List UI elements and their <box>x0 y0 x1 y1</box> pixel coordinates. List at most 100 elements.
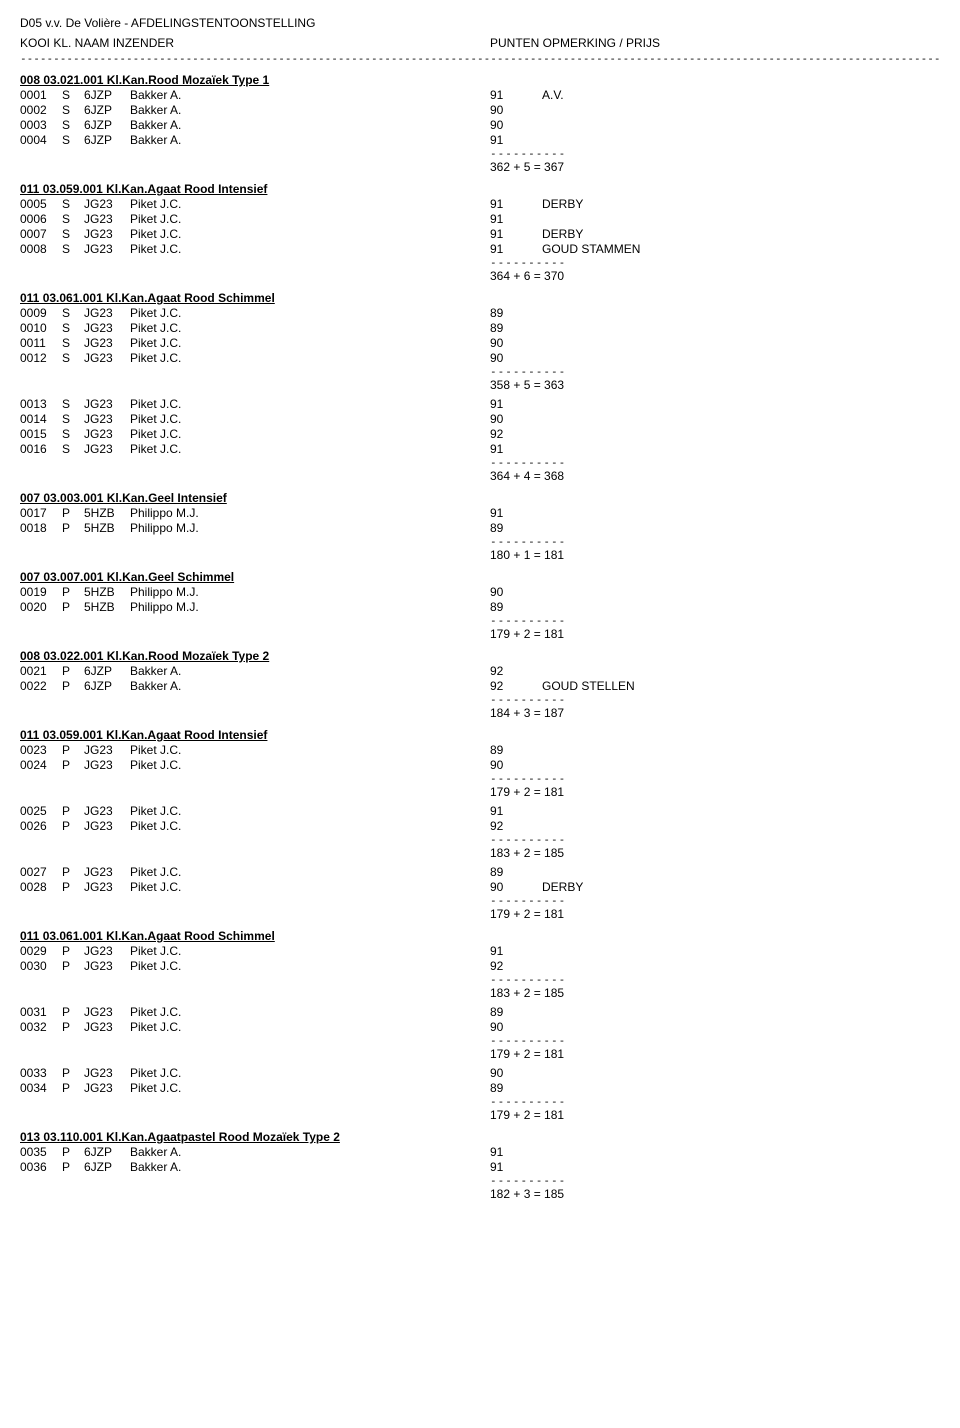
block-total: 180 + 1 = 181 <box>490 548 940 562</box>
cell-kooi: 0018 <box>20 521 62 535</box>
group-header: 008 03.021.001 Kl.Kan.Rood Mozaïek Type … <box>20 73 940 87</box>
cell-naam: Philippo M.J. <box>130 506 490 520</box>
cell-punten: 91 <box>490 1145 536 1159</box>
result-row: 0035P6JZPBakker A.91 <box>20 1144 940 1159</box>
block-total: 182 + 3 = 185 <box>490 1187 940 1201</box>
cell-kooi: 0028 <box>20 880 62 894</box>
cell-punten: 90 <box>490 351 536 365</box>
cell-punten: 91 <box>490 212 536 226</box>
cell-kooi: 0004 <box>20 133 62 147</box>
block-total: 179 + 2 = 181 <box>490 1108 940 1122</box>
cell-kooi: 0030 <box>20 959 62 973</box>
cell-opmerking: DERBY <box>542 227 583 241</box>
block-separator: ---------- <box>490 973 940 986</box>
cell-naam: Piket J.C. <box>130 865 490 879</box>
block-separator: ---------- <box>490 1174 940 1187</box>
cell-kooi: 0015 <box>20 427 62 441</box>
cell-naam: Bakker A. <box>130 1160 490 1174</box>
cell-code: JG23 <box>84 306 130 320</box>
cell-punten: 91 <box>490 227 536 241</box>
block-separator: ---------- <box>490 365 940 378</box>
cell-naam: Piket J.C. <box>130 397 490 411</box>
cell-code: JG23 <box>84 336 130 350</box>
cell-code: 6JZP <box>84 664 130 678</box>
result-row: 0027PJG23Piket J.C.89 <box>20 864 940 879</box>
cell-naam: Piket J.C. <box>130 197 490 211</box>
cell-code: JG23 <box>84 944 130 958</box>
block-separator: ---------- <box>490 256 940 269</box>
result-row: 0003S6JZPBakker A.90 <box>20 117 940 132</box>
cell-kooi: 0020 <box>20 600 62 614</box>
cell-kooi: 0013 <box>20 397 62 411</box>
block-total: 362 + 5 = 367 <box>490 160 940 174</box>
cell-code: JG23 <box>84 427 130 441</box>
cell-code: JG23 <box>84 865 130 879</box>
cell-punten: 90 <box>490 1020 536 1034</box>
result-row: 0007SJG23Piket J.C.91DERBY <box>20 226 940 241</box>
block-separator: ---------- <box>490 693 940 706</box>
result-row: 0002S6JZPBakker A.90 <box>20 102 940 117</box>
cell-code: JG23 <box>84 743 130 757</box>
cell-kl: S <box>62 197 84 211</box>
block-separator: ---------- <box>490 614 940 627</box>
cell-punten: 89 <box>490 521 536 535</box>
cell-naam: Piket J.C. <box>130 1005 490 1019</box>
result-row: 0014SJG23Piket J.C.90 <box>20 411 940 426</box>
result-row: 0026PJG23Piket J.C.92 <box>20 818 940 833</box>
result-row: 0016SJG23Piket J.C.91 <box>20 441 940 456</box>
cell-code: 5HZB <box>84 600 130 614</box>
cell-code: JG23 <box>84 227 130 241</box>
cell-naam: Philippo M.J. <box>130 600 490 614</box>
cell-code: 5HZB <box>84 521 130 535</box>
cell-code: 5HZB <box>84 506 130 520</box>
cell-kl: S <box>62 242 84 256</box>
cell-punten: 91 <box>490 397 536 411</box>
cell-punten: 90 <box>490 880 536 894</box>
cell-opmerking: DERBY <box>542 197 583 211</box>
cell-naam: Piket J.C. <box>130 242 490 256</box>
result-row: 0010SJG23Piket J.C.89 <box>20 320 940 335</box>
cell-naam: Piket J.C. <box>130 442 490 456</box>
cell-kooi: 0006 <box>20 212 62 226</box>
result-row: 0021P6JZPBakker A.92 <box>20 663 940 678</box>
cell-code: 6JZP <box>84 679 130 693</box>
cell-kl: P <box>62 804 84 818</box>
cell-code: JG23 <box>84 242 130 256</box>
block-total: 184 + 3 = 187 <box>490 706 940 720</box>
block-separator: ---------- <box>490 1034 940 1047</box>
group-header: 011 03.059.001 Kl.Kan.Agaat Rood Intensi… <box>20 182 940 196</box>
cell-code: JG23 <box>84 412 130 426</box>
result-row: 0033PJG23Piket J.C.90 <box>20 1065 940 1080</box>
cell-code: JG23 <box>84 1020 130 1034</box>
result-row: 0004S6JZPBakker A.91 <box>20 132 940 147</box>
result-row: 0024PJG23Piket J.C.90 <box>20 757 940 772</box>
block-separator: ---------- <box>490 772 940 785</box>
cell-kooi: 0019 <box>20 585 62 599</box>
cell-kl: P <box>62 944 84 958</box>
cell-code: 6JZP <box>84 1160 130 1174</box>
cell-kooi: 0024 <box>20 758 62 772</box>
cell-naam: Piket J.C. <box>130 819 490 833</box>
result-row: 0025PJG23Piket J.C.91 <box>20 803 940 818</box>
cell-kooi: 0025 <box>20 804 62 818</box>
result-row: 0034PJG23Piket J.C.89 <box>20 1080 940 1095</box>
cell-naam: Piket J.C. <box>130 959 490 973</box>
cell-kooi: 0011 <box>20 336 62 350</box>
result-row: 0013SJG23Piket J.C.91 <box>20 396 940 411</box>
cell-kooi: 0027 <box>20 865 62 879</box>
cell-kl: P <box>62 880 84 894</box>
cell-punten: 91 <box>490 506 536 520</box>
result-row: 0005SJG23Piket J.C.91DERBY <box>20 196 940 211</box>
cell-code: JG23 <box>84 212 130 226</box>
cell-kl: P <box>62 819 84 833</box>
block-separator: ---------- <box>490 535 940 548</box>
result-row: 0009SJG23Piket J.C.89 <box>20 305 940 320</box>
page-title: D05 v.v. De Volière - AFDELINGSTENTOONST… <box>20 16 940 30</box>
result-row: 0012SJG23Piket J.C.90 <box>20 350 940 365</box>
cell-code: JG23 <box>84 1005 130 1019</box>
cell-code: JG23 <box>84 959 130 973</box>
cell-naam: Bakker A. <box>130 679 490 693</box>
cell-code: 6JZP <box>84 118 130 132</box>
block-separator: ---------- <box>490 1095 940 1108</box>
cell-code: JG23 <box>84 804 130 818</box>
